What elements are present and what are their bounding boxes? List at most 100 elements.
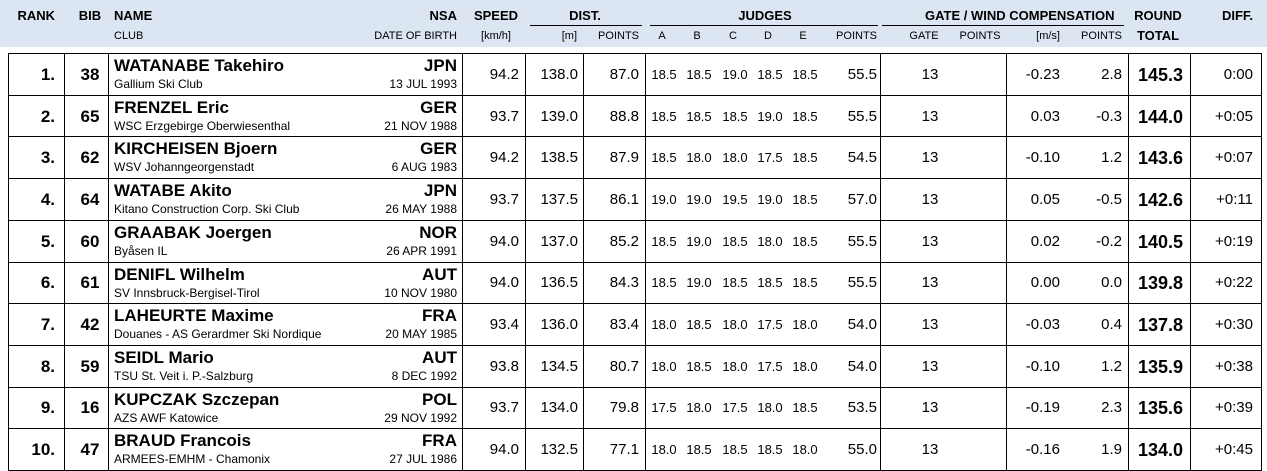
header-name: NAME xyxy=(114,8,153,23)
judge-score: 18.5 xyxy=(792,275,818,291)
judge-score: 18.5 xyxy=(792,66,818,82)
header-band xyxy=(0,0,1267,47)
gate: 13 xyxy=(921,399,939,417)
athlete-name: WATANABE Takehiro xyxy=(114,56,285,75)
header-wind_unit: [m/s] xyxy=(1036,30,1060,42)
rank: 9. xyxy=(40,398,55,418)
round-total: 137.8 xyxy=(1137,315,1183,336)
judge-score: 18.0 xyxy=(651,442,677,458)
club: WSC Erzgebirge Oberwiesenthal xyxy=(114,118,291,133)
judge-score: 18.0 xyxy=(651,317,677,333)
diff: +0:38 xyxy=(1215,357,1253,375)
judge-score: 18.5 xyxy=(651,108,677,124)
date-of-birth: 6 AUG 1983 xyxy=(391,160,457,175)
diff: +0:22 xyxy=(1215,274,1253,292)
judge-score: 19.0 xyxy=(686,233,712,249)
nsa: FRA xyxy=(422,306,457,326)
nsa: POL xyxy=(422,389,457,409)
speed: 94.0 xyxy=(489,274,519,292)
judge-score: 18.0 xyxy=(757,400,783,416)
header-bib: BIB xyxy=(78,8,102,23)
wind-points: -0.3 xyxy=(1096,107,1122,125)
distance-points: 83.4 xyxy=(609,316,639,334)
header-dist_points: POINTS xyxy=(598,30,639,42)
judge-score: 18.5 xyxy=(792,108,818,124)
gate: 13 xyxy=(921,316,939,334)
header-judge: A xyxy=(658,30,666,42)
gate: 13 xyxy=(921,107,939,125)
judge-score: 18.5 xyxy=(757,66,783,82)
header-judge: C xyxy=(729,30,737,42)
bib: 42 xyxy=(80,315,100,335)
judge-score: 19.5 xyxy=(722,191,748,207)
judge-points: 57.0 xyxy=(847,190,877,208)
header-speed_unit: [km/h] xyxy=(481,30,511,42)
judge-score: 19.0 xyxy=(722,66,748,82)
judge-points: 54.0 xyxy=(847,316,877,334)
distance: 134.5 xyxy=(540,357,578,375)
judge-points: 55.5 xyxy=(847,65,877,83)
judge-points: 54.0 xyxy=(847,357,877,375)
judge-score: 18.5 xyxy=(686,317,712,333)
nsa: GER xyxy=(420,97,457,117)
column-border xyxy=(108,53,109,471)
column-border xyxy=(525,53,526,471)
wind: -0.10 xyxy=(1025,149,1060,167)
judge-score: 18.5 xyxy=(686,108,712,124)
judge-score: 18.0 xyxy=(757,233,783,249)
judge-score: 18.5 xyxy=(686,442,712,458)
speed: 94.2 xyxy=(489,65,519,83)
header-dist_unit: [m] xyxy=(561,30,577,42)
distance-points: 80.7 xyxy=(609,357,639,375)
diff: +0:45 xyxy=(1215,441,1253,459)
judge-score: 18.0 xyxy=(686,400,712,416)
wind-points: -0.5 xyxy=(1096,190,1122,208)
club: Gallium Ski Club xyxy=(114,77,203,91)
judge-points: 55.5 xyxy=(847,274,877,292)
nsa: AUT xyxy=(422,264,457,284)
gate: 13 xyxy=(921,232,939,250)
nsa: FRA xyxy=(422,431,457,451)
wind-points: 2.3 xyxy=(1101,399,1122,417)
header-wind_points: POINTS xyxy=(1081,30,1122,42)
round-total: 145.3 xyxy=(1137,64,1183,85)
judge-score: 17.5 xyxy=(722,400,748,416)
header-judge: D xyxy=(764,30,772,42)
distance-points: 79.8 xyxy=(609,399,639,417)
judge-score: 18.5 xyxy=(651,275,677,291)
athlete-name: GRAABAK Joergen xyxy=(114,222,272,242)
header-dob: DATE OF BIRTH xyxy=(374,30,457,42)
wind: -0.19 xyxy=(1025,399,1060,417)
judge-score: 18.5 xyxy=(722,233,748,249)
rank: 3. xyxy=(40,148,55,168)
speed: 94.0 xyxy=(489,441,519,459)
wind-points: -0.2 xyxy=(1096,232,1122,250)
round-total: 140.5 xyxy=(1137,231,1183,252)
judge-score: 18.5 xyxy=(722,442,748,458)
header-total: TOTAL xyxy=(1136,28,1180,43)
speed: 93.7 xyxy=(489,190,519,208)
diff: +0:11 xyxy=(1216,190,1253,208)
bib: 62 xyxy=(80,148,100,168)
column-border xyxy=(462,53,463,471)
date-of-birth: 27 JUL 1986 xyxy=(389,452,457,467)
bib: 59 xyxy=(80,356,100,376)
distance: 138.5 xyxy=(540,149,578,167)
bib: 61 xyxy=(80,273,100,293)
judge-score: 17.5 xyxy=(757,150,783,166)
rank: 5. xyxy=(40,231,55,251)
judge-score: 18.0 xyxy=(792,317,818,333)
club: WSV Johanngeorgenstadt xyxy=(114,160,255,175)
judge-score: 17.5 xyxy=(757,317,783,333)
date-of-birth: 26 APR 1991 xyxy=(386,243,457,258)
header-gate_points: POINTS xyxy=(959,30,1001,42)
judge-score: 18.5 xyxy=(722,108,748,124)
rank: 2. xyxy=(40,106,55,126)
date-of-birth: 21 NOV 1988 xyxy=(384,118,457,133)
club: TSU St. Veit i. P.-Salzburg xyxy=(114,368,254,383)
judge-score: 18.5 xyxy=(792,400,818,416)
row-border xyxy=(8,95,1262,96)
judge-points: 54.5 xyxy=(847,149,877,167)
speed: 93.7 xyxy=(489,107,519,125)
bib: 38 xyxy=(80,64,100,84)
